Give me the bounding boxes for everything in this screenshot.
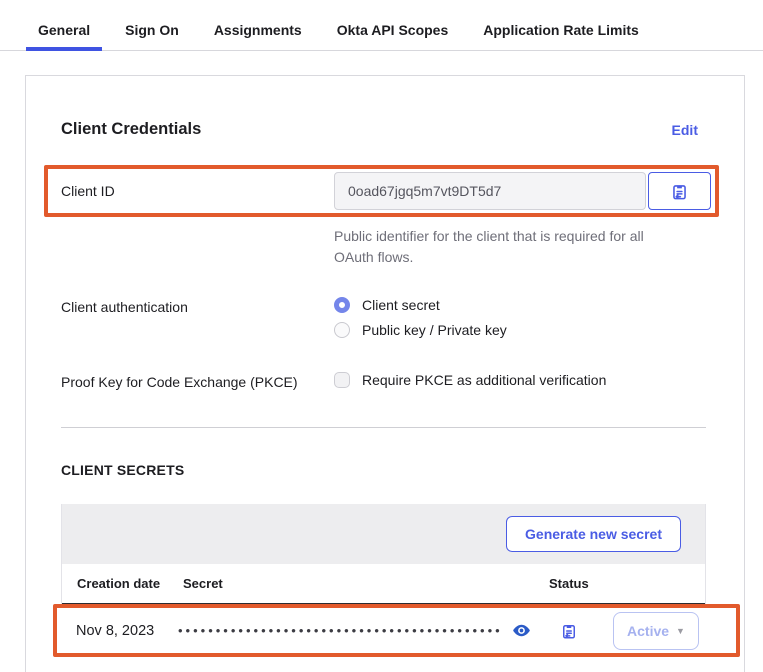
client-credentials-title: Client Credentials (61, 120, 202, 138)
client-authentication-label: Client authentication (61, 299, 188, 315)
highlight-box-secret-row: Nov 8, 2023 ••••••••••••••••••••••••••••… (53, 604, 740, 657)
settings-card: Client Credentials Edit Client ID (25, 75, 745, 672)
pkce-label: Proof Key for Code Exchange (PKCE) (61, 374, 298, 390)
table-row: Nov 8, 2023 ••••••••••••••••••••••••••••… (57, 608, 736, 653)
client-secrets-table: Generate new secret Creation date Secret… (53, 504, 740, 657)
reveal-secret-button[interactable] (512, 621, 531, 640)
highlight-box-client-id: Client ID (44, 165, 719, 217)
client-id-label: Client ID (61, 183, 115, 199)
radio-public-private-key[interactable] (334, 322, 350, 338)
client-id-input[interactable] (334, 172, 646, 210)
table-header-row: Creation date Secret Status (62, 564, 705, 604)
chevron-down-icon: ▼ (676, 625, 685, 636)
tab-sign-on[interactable]: Sign On (125, 22, 179, 38)
pkce-checkbox[interactable] (334, 372, 350, 388)
client-id-description: Public identifier for the client that is… (334, 228, 644, 265)
generate-new-secret-button[interactable]: Generate new secret (506, 516, 681, 552)
clipboard-copy-icon (670, 182, 689, 201)
tab-general[interactable]: General (26, 14, 103, 51)
pkce-option-label: Require PKCE as additional verification (362, 372, 607, 388)
eye-icon (512, 621, 531, 640)
clipboard-copy-icon (560, 622, 578, 640)
copy-client-id-button[interactable] (648, 172, 711, 210)
column-header-secret: Secret (183, 576, 223, 591)
status-dropdown[interactable]: Active ▼ (613, 611, 699, 650)
edit-link[interactable]: Edit (671, 121, 698, 138)
radio-public-private-key-label: Public key / Private key (362, 322, 507, 338)
status-dropdown-value: Active (627, 622, 670, 639)
column-header-status: Status (549, 576, 589, 591)
tab-application-rate-limits[interactable]: Application Rate Limits (483, 22, 639, 38)
radio-client-secret[interactable] (334, 297, 350, 313)
masked-secret-value: ••••••••••••••••••••••••••••••••••••••••… (178, 623, 503, 638)
tab-okta-api-scopes[interactable]: Okta API Scopes (336, 22, 449, 38)
client-secrets-toolbar: Generate new secret (62, 504, 705, 564)
secret-creation-date: Nov 8, 2023 (76, 622, 155, 639)
app-tabbar: General Sign On Assignments Okta API Sco… (0, 0, 763, 51)
column-header-creation-date: Creation date (77, 576, 161, 591)
section-divider (61, 427, 706, 428)
tab-assignments[interactable]: Assignments (213, 22, 302, 38)
radio-client-secret-label: Client secret (362, 297, 440, 313)
copy-secret-button[interactable] (560, 622, 578, 640)
client-secrets-title: CLIENT SECRETS (61, 462, 185, 478)
